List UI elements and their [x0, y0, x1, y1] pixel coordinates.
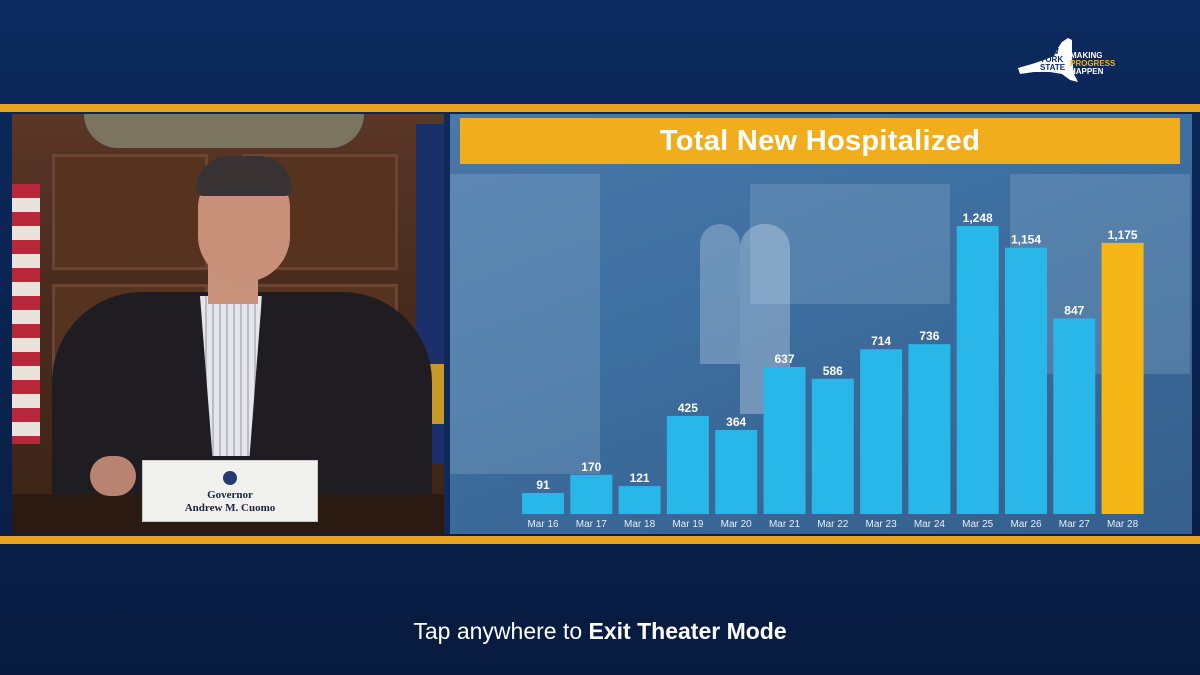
exit-theater-hint[interactable]: Tap anywhere to Exit Theater Mode	[0, 618, 1200, 645]
x-tick-label: Mar 28	[1107, 519, 1139, 530]
video-frame[interactable]: Governor Andrew M. Cuomo Total New Hospi…	[12, 114, 1192, 534]
logo-line-1: MAKING	[1070, 51, 1103, 60]
camera-view: Governor Andrew M. Cuomo	[12, 114, 444, 534]
exit-hint-prefix: Tap anywhere to	[413, 618, 589, 644]
bar-mar-27	[1053, 318, 1096, 514]
chart-title-bar: Total New Hospitalized	[460, 118, 1180, 164]
logo-line-3: HAPPEN	[1070, 67, 1104, 76]
bar-value-label: 736	[919, 329, 939, 343]
bar-mar-17	[570, 474, 613, 514]
bar-value-label: 170	[581, 460, 601, 474]
logo-state-name: NEW YORK STATE	[1040, 48, 1065, 72]
x-tick-label: Mar 17	[576, 519, 608, 530]
top-accent-line	[0, 104, 1200, 112]
bar-value-label: 586	[823, 364, 843, 378]
x-tick-label: Mar 20	[721, 519, 753, 530]
bar-value-label: 1,175	[1108, 228, 1138, 242]
x-tick-label: Mar 16	[527, 519, 559, 530]
logo-line-2: PROGRESS	[1070, 59, 1116, 68]
bar-value-label: 637	[774, 352, 794, 366]
logo-tagline: MAKING PROGRESS HAPPEN	[1070, 52, 1115, 76]
bar-mar-24	[908, 344, 951, 514]
lab-worker	[700, 224, 740, 364]
state-seal-icon	[223, 471, 237, 485]
chart-slide: Total New Hospitalized 91 Mar 16 170 Mar 17…	[450, 114, 1192, 534]
bar-mar-23	[860, 349, 903, 514]
x-tick-label: Mar 18	[624, 519, 656, 530]
x-tick-label: Mar 23	[866, 519, 898, 530]
bar-value-label: 364	[726, 415, 746, 429]
speaker-hair	[196, 156, 292, 196]
bar-mar-21	[763, 367, 806, 514]
bar-value-label: 1,154	[1011, 233, 1041, 247]
placard-title: Governor	[207, 489, 253, 501]
us-flag	[12, 184, 40, 444]
new-york-state-logo-icon	[1018, 38, 1078, 82]
bar-mar-18	[618, 486, 661, 514]
bar-value-label: 121	[630, 471, 650, 485]
x-tick-label: Mar 27	[1059, 519, 1091, 530]
lab-shelf	[450, 174, 600, 474]
bar-value-label: 91	[536, 478, 550, 492]
chart-title: Total New Hospitalized	[659, 124, 981, 157]
bottom-accent-line	[0, 536, 1200, 544]
lab-shelf	[750, 184, 950, 304]
bar-mar-22	[811, 378, 854, 514]
bar-mar-25	[956, 226, 999, 514]
placard-name: Andrew M. Cuomo	[184, 502, 276, 514]
bar-value-label: 425	[678, 401, 698, 415]
bar-mar-28	[1101, 242, 1144, 514]
x-tick-label: Mar 26	[1010, 519, 1042, 530]
bar-mar-16	[522, 493, 564, 514]
bar-value-label: 847	[1064, 304, 1084, 318]
logo-state-line-1: NEW	[1040, 47, 1059, 56]
wall-panel	[52, 154, 208, 270]
bar-value-label: 714	[871, 334, 891, 348]
speaker-hand	[90, 456, 136, 496]
bar-value-label: 1,248	[963, 211, 993, 225]
x-tick-label: Mar 24	[914, 519, 946, 530]
bar-mar-26	[1005, 247, 1047, 514]
name-placard: Governor Andrew M. Cuomo	[142, 460, 318, 522]
x-tick-label: Mar 25	[962, 519, 994, 530]
x-tick-label: Mar 19	[672, 519, 704, 530]
hospitalized-bar-chart: 91 Mar 16 170 Mar 17 121 Mar 18 425 Mar 19 364 Ma…	[522, 211, 1144, 530]
logo-state-line-3: STATE	[1040, 63, 1066, 72]
bar-mar-20	[715, 430, 758, 514]
x-tick-label: Mar 21	[769, 519, 801, 530]
wall-seal	[84, 114, 364, 148]
x-tick-label: Mar 22	[817, 519, 849, 530]
exit-theater-mode-link[interactable]: Exit Theater Mode	[588, 618, 787, 644]
logo-state-line-2: YORK	[1040, 55, 1064, 64]
bar-mar-19	[666, 415, 709, 514]
